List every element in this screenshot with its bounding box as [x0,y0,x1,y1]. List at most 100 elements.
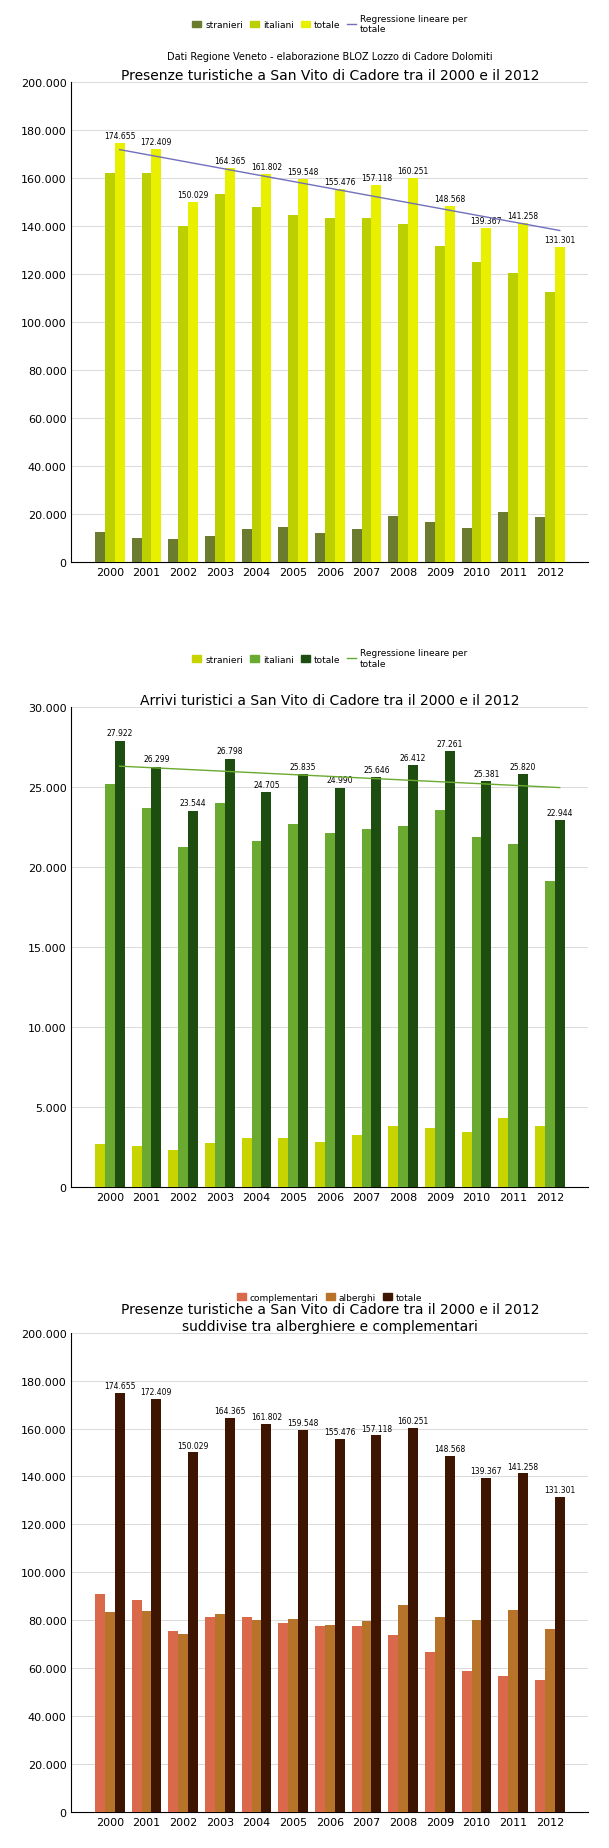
Bar [425,1129,435,1188]
Bar [298,1430,308,1813]
Bar [315,1626,325,1813]
Text: 148.568: 148.568 [434,1445,465,1453]
Bar [371,187,381,564]
Text: 25.835: 25.835 [290,763,316,771]
Bar [425,1652,435,1813]
Bar [508,845,518,1188]
Bar [389,517,398,564]
Bar [335,787,345,1188]
Text: Dati Regione Veneto - elaborazione BLOZ Lozzo di Cadore Dolomiti: Dati Regione Veneto - elaborazione BLOZ … [167,52,493,61]
Bar [141,174,152,564]
Bar [518,224,528,564]
Text: 27.261: 27.261 [437,739,463,748]
Bar [225,168,234,564]
Bar [278,1138,288,1188]
Bar [132,1146,141,1188]
Bar [225,1417,234,1813]
Bar [362,220,371,564]
Text: 174.655: 174.655 [104,1382,135,1392]
Bar [435,248,445,564]
Text: 172.409: 172.409 [141,137,172,146]
Legend: stranieri, italiani, totale, Regressione lineare per
totale: stranieri, italiani, totale, Regressione… [189,645,471,673]
Bar [545,292,555,564]
Bar [105,174,114,564]
Bar [205,1617,215,1813]
Bar [298,181,308,564]
Legend: complementari, alberghi, totale: complementari, alberghi, totale [234,1290,426,1305]
Bar [362,830,371,1188]
Bar [335,190,345,564]
Bar [471,837,482,1188]
Bar [261,1425,272,1813]
Bar [168,1632,178,1813]
Text: 26.798: 26.798 [216,747,243,756]
Bar [278,527,288,564]
Bar [152,1399,161,1813]
Bar [105,1611,114,1813]
Bar [498,514,508,564]
Text: 131.301: 131.301 [544,1486,576,1495]
Bar [178,1634,188,1813]
Bar [462,1671,471,1813]
Bar [518,774,528,1188]
Bar [518,1473,528,1813]
Bar [462,529,471,564]
Title: Arrivi turistici a San Vito di Cadore tra il 2000 e il 2012: Arrivi turistici a San Vito di Cadore tr… [140,695,519,708]
Bar [435,1617,445,1813]
Bar [408,765,418,1188]
Bar [188,203,198,564]
Bar [288,216,298,564]
Bar [315,534,325,564]
Bar [425,523,435,564]
Text: 26.299: 26.299 [143,756,169,763]
Bar [225,760,234,1188]
Bar [508,1610,518,1813]
Text: 160.251: 160.251 [398,1416,429,1425]
Text: 25.646: 25.646 [363,765,390,774]
Bar [325,1626,335,1813]
Bar [445,207,455,564]
Text: 157.118: 157.118 [361,1423,392,1432]
Bar [215,804,225,1188]
Bar [95,1595,105,1813]
Text: 139.367: 139.367 [471,216,502,225]
Bar [408,1429,418,1813]
Bar [188,811,198,1188]
Bar [152,150,161,564]
Bar [114,144,125,564]
Bar [114,1393,125,1813]
Text: 159.548: 159.548 [287,1417,319,1427]
Text: 155.476: 155.476 [324,1429,356,1436]
Text: 155.476: 155.476 [324,177,356,187]
Bar [498,1118,508,1188]
Text: 150.029: 150.029 [177,190,209,200]
Bar [535,1127,545,1188]
Bar [105,784,114,1188]
Bar [95,1144,105,1188]
Bar [261,176,272,564]
Text: 157.118: 157.118 [361,174,392,183]
Text: 174.655: 174.655 [104,133,135,140]
Bar [371,778,381,1188]
Bar [555,1497,565,1813]
Bar [462,1133,471,1188]
Bar [278,1623,288,1813]
Bar [252,841,261,1188]
Bar [215,1613,225,1813]
Bar [555,821,565,1188]
Bar [95,532,105,564]
Text: 25.820: 25.820 [510,763,537,772]
Bar [114,741,125,1188]
Text: 141.258: 141.258 [507,1462,538,1471]
Text: 164.365: 164.365 [214,157,245,166]
Bar [178,227,188,564]
Text: 131.301: 131.301 [544,237,576,246]
Text: 148.568: 148.568 [434,194,465,203]
Text: 161.802: 161.802 [251,1412,282,1421]
Bar [325,218,335,564]
Bar [141,809,152,1188]
Bar [242,530,252,564]
Bar [288,824,298,1188]
Bar [351,1626,362,1813]
Text: 24.990: 24.990 [326,776,353,785]
